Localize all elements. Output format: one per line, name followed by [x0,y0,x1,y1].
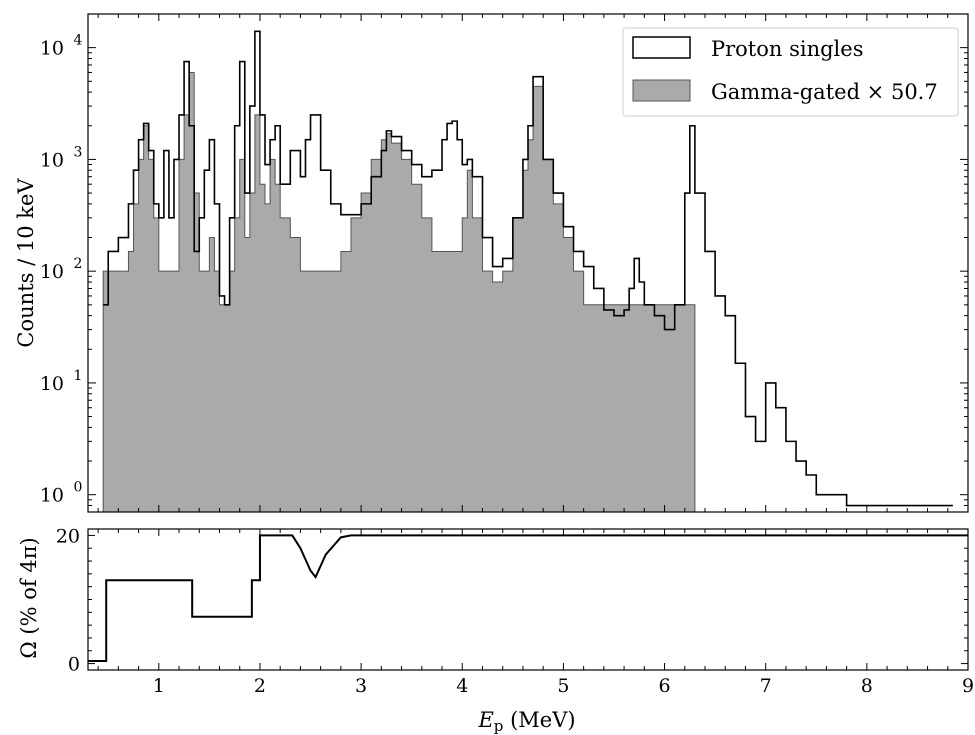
x-tick-label: 8 [861,675,873,697]
x-tick-label: 1 [153,675,165,697]
spectrum-y-tick-label: 10 [40,149,64,171]
x-tick-label: 4 [456,675,468,697]
x-tick-label: 5 [557,675,569,697]
solid-angle-line [88,534,968,663]
x-tick-label: 9 [962,675,974,697]
spectrum-ticks [88,13,969,512]
legend-label-proton: Proton singles [711,37,863,61]
legend: Proton singles Gamma-gated × 50.7 [622,27,959,117]
gamma-gated-series [102,71,696,513]
x-axis-label: Ep (MeV) [477,708,575,735]
solid-angle-frame [87,528,969,671]
proton-singles-series [103,30,953,507]
spectrum-y-tick-exponent: 0 [74,480,83,496]
spectrum-y-tick-exponent: 4 [74,33,83,49]
solid-angle-panel: 0 20 1 2 3 4 5 6 7 8 9 Ω (% of 4π) Ep (MeV) [17,525,974,735]
solid-angle-y-tick-labels: 0 20 [56,525,80,675]
spectrum-y-tick-label: 10 [40,38,64,60]
legend-swatch-proton [632,36,691,59]
spectrum-y-tick-labels: 10 0 10 1 10 2 10 3 10 4 [40,33,83,507]
x-tick-label: 3 [355,675,367,697]
x-tick-labels: 1 2 3 4 5 6 7 8 9 [153,675,974,697]
spectrum-y-tick-label: 10 [40,261,64,283]
spectrum-panel: 10 0 10 1 10 2 10 3 10 4 Counts / 10 keV Proton s… [14,13,969,513]
spectrum-y-axis-label: Counts / 10 keV [14,178,38,348]
solid-angle-ticks [88,529,969,670]
legend-swatch-gamma [632,79,691,102]
spectrum-y-tick-exponent: 2 [74,256,83,272]
legend-label-gamma: Gamma-gated × 50.7 [711,80,938,104]
legend-box [622,27,959,117]
spectrum-y-tick-exponent: 1 [74,368,83,384]
solid-angle-y-tick-label: 0 [68,654,80,676]
proton-singles-histogram [103,30,953,507]
x-tick-label: 2 [254,675,266,697]
spectrum-y-tick-label: 10 [40,485,64,507]
spectrum-y-tick-exponent: 3 [74,144,83,160]
solid-angle-y-tick-label: 20 [56,525,80,547]
x-tick-label: 6 [659,675,671,697]
spectrum-frame [87,13,969,513]
gamma-gated-histogram [102,71,696,513]
spectrum-y-tick-label: 10 [40,373,64,395]
x-tick-label: 7 [760,675,772,697]
solid-angle-y-axis-label: Ω (% of 4π) [17,537,41,658]
